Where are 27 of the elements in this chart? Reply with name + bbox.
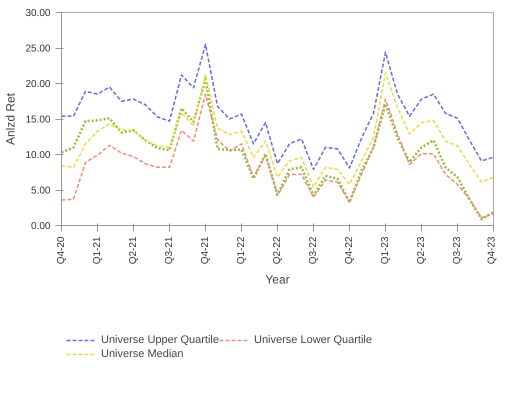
legend-label: Universe Lower Quartile [254,333,372,347]
y-tick-label: 25.00 [25,44,51,54]
x-axis-title: Year [265,272,290,286]
x-tick-label: Q4-23 [486,236,498,264]
x-tick-label: Q4-21 [200,236,211,264]
y-tick-label: 30.00 [25,8,51,19]
x-tick-label: Q2-23 [416,236,427,264]
x-tick-label: Q1-23 [380,236,391,264]
x-tick-label: Q4-20 [56,236,67,264]
y-tick-label: 20.00 [25,79,51,90]
y-tick-label: 0.00 [31,221,51,232]
legend-label: Universe Upper Quartile [101,333,219,347]
y-tick-label: 15.00 [25,114,51,126]
x-tick-label: Q2-22 [272,236,283,264]
x-tick-label: Q4-22 [344,236,355,264]
line-series [62,44,494,170]
x-tick-label: Q3-23 [452,236,463,264]
legend-label: Universe Median [101,347,184,361]
y-axis-title: Anlzd Ret [3,92,18,146]
x-tick-label: Q3-21 [164,236,175,264]
x-tick-label: Q2-21 [128,236,139,264]
x-tick-label: Q1-21 [92,236,103,264]
x-tick-label: Q3-22 [308,236,319,264]
x-tick-label: Q1-22 [236,236,247,264]
y-tick-label: 5.00 [31,186,51,196]
y-tick-label: 10.00 [25,150,51,161]
line-series [62,72,494,188]
